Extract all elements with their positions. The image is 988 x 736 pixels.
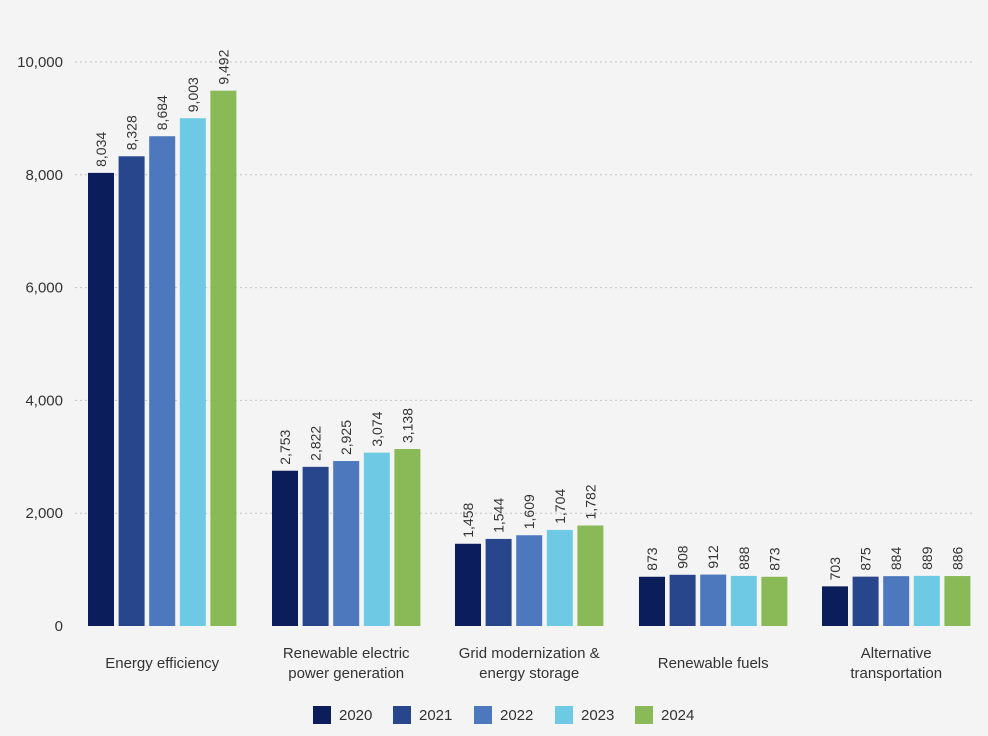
y-tick-label: 0: [55, 618, 63, 635]
bar-2022-2: [516, 535, 543, 626]
y-tick-label: 4,000: [25, 392, 63, 409]
bar-2020-2: [455, 543, 481, 626]
bar-2020-3: [639, 576, 665, 626]
legend-item-2023: 2023: [555, 706, 614, 724]
category-label: Renewable electric: [283, 645, 410, 662]
bar-2024-2: [577, 525, 604, 626]
bar-2024-1: [394, 449, 421, 626]
legend-label: 2021: [419, 707, 452, 724]
data-label: 912: [705, 545, 721, 569]
bar-2023-4: [913, 575, 940, 626]
data-label: 888: [736, 546, 752, 570]
data-label: 875: [858, 547, 874, 571]
bar-2022-3: [700, 574, 727, 626]
bar-2023-1: [363, 452, 390, 626]
bar-2022-4: [883, 576, 910, 626]
data-label: 884: [888, 547, 904, 571]
bar-2021-3: [669, 574, 696, 626]
category-label: Grid modernization &: [459, 645, 600, 662]
bar-2021-1: [302, 466, 329, 626]
y-tick-label: 10,000: [17, 54, 63, 71]
category-label: energy storage: [479, 665, 579, 682]
y-tick-label: 2,000: [25, 505, 63, 522]
bar-2024-3: [761, 576, 788, 626]
legend-label: 2023: [581, 707, 614, 724]
data-label: 9,492: [215, 49, 231, 84]
bar-2023-0: [179, 118, 206, 626]
data-labels: 8,034 2,753 1,458 873 703 8,328 2,822 1,544 908 8…: [93, 49, 965, 580]
data-label: 889: [919, 546, 935, 570]
data-label: 1,544: [491, 498, 507, 533]
data-label: 3,138: [399, 408, 415, 443]
legend-swatch: [474, 706, 492, 724]
data-label: 1,609: [521, 494, 537, 529]
legend-label: 2024: [661, 707, 694, 724]
data-label: 1,704: [552, 489, 568, 524]
legend-swatch: [635, 706, 653, 724]
data-label: 886: [949, 546, 965, 570]
bar-2021-2: [485, 538, 512, 626]
category-label: Renewable fuels: [658, 655, 769, 672]
data-label: 2,925: [338, 420, 354, 455]
data-label: 873: [766, 547, 782, 571]
legend-label: 2020: [339, 707, 372, 724]
bar-2020-1: [272, 470, 298, 626]
legend-item-2021: 2021: [393, 706, 452, 724]
data-label: 2,822: [308, 426, 324, 461]
legend-swatch: [555, 706, 573, 724]
data-label: 703: [827, 557, 843, 581]
bars: [88, 90, 971, 627]
legend-label: 2022: [500, 707, 533, 724]
category-label: power generation: [288, 665, 404, 682]
category-label: Alternative: [861, 645, 932, 662]
data-label: 1,782: [582, 484, 598, 519]
legend-item-2024: 2024: [635, 706, 694, 724]
bar-2020-0: [88, 172, 114, 627]
data-label: 8,328: [124, 115, 140, 150]
bar-2023-2: [546, 529, 573, 626]
gridlines: [75, 61, 972, 514]
data-label: 873: [644, 547, 660, 571]
bar-2021-0: [118, 156, 145, 627]
bar-2020-4: [822, 586, 848, 626]
x-axis-categories: Energy efficiency Renewable electric power…: [105, 645, 942, 682]
data-label: 9,003: [185, 77, 201, 112]
data-label: 3,074: [369, 411, 385, 446]
legend-swatch: [313, 706, 331, 724]
legend: 2020 2021 2022 2023 2024: [313, 706, 694, 724]
category-label: Energy efficiency: [105, 655, 219, 672]
bar-2024-0: [210, 90, 237, 627]
bar-2022-0: [149, 136, 176, 626]
data-label: 2,753: [277, 429, 293, 464]
bar-2021-4: [852, 576, 879, 626]
y-tick-label: 8,000: [25, 167, 63, 184]
bar-2024-4: [944, 576, 971, 626]
y-tick-label: 6,000: [25, 280, 63, 297]
bar-2023-3: [730, 575, 757, 626]
data-label: 908: [675, 545, 691, 569]
data-label: 8,034: [93, 132, 109, 167]
data-label: 8,684: [154, 95, 170, 130]
legend-item-2020: 2020: [313, 706, 372, 724]
bar-2022-1: [333, 461, 360, 626]
legend-swatch: [393, 706, 411, 724]
legend-item-2022: 2022: [474, 706, 533, 724]
category-label: transportation: [850, 665, 942, 682]
data-label: 1,458: [460, 503, 476, 538]
y-axis: 0 2,000 4,000 6,000 8,000 10,000: [17, 54, 63, 635]
